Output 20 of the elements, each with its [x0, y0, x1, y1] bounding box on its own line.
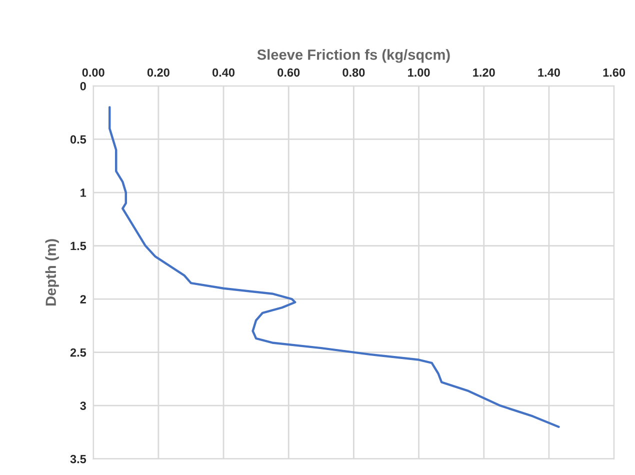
line-series: [108, 106, 560, 428]
x-tick-label: 1.40: [538, 68, 560, 77]
x-tick-label: 0.80: [342, 68, 365, 77]
x-tick-label: 0.40: [212, 68, 235, 77]
y-axis-title: Depth (m): [45, 239, 59, 306]
y-tick-label: 0: [80, 82, 86, 90]
y-tick-label: 1.5: [70, 242, 86, 250]
x-tick-label: 1.20: [473, 68, 495, 77]
y-tick-label: 2.5: [70, 348, 86, 357]
x-tick-label: 1.00: [408, 68, 430, 77]
x-tick-label: 0.20: [147, 68, 170, 77]
x-tick-label: 1.60: [603, 68, 626, 77]
y-tick-label: 3: [80, 402, 86, 410]
y-tick-label: 0.5: [70, 135, 86, 144]
x-axis-title: Sleeve Friction fs (kg/sqcm): [257, 49, 450, 63]
y-tick-label: 1: [80, 188, 86, 197]
y-tick-label: 3.5: [70, 454, 86, 464]
x-tick-label: 0.60: [278, 68, 300, 77]
x-tick-label: 0.00: [82, 68, 104, 77]
y-tick-label: 2: [80, 295, 86, 304]
